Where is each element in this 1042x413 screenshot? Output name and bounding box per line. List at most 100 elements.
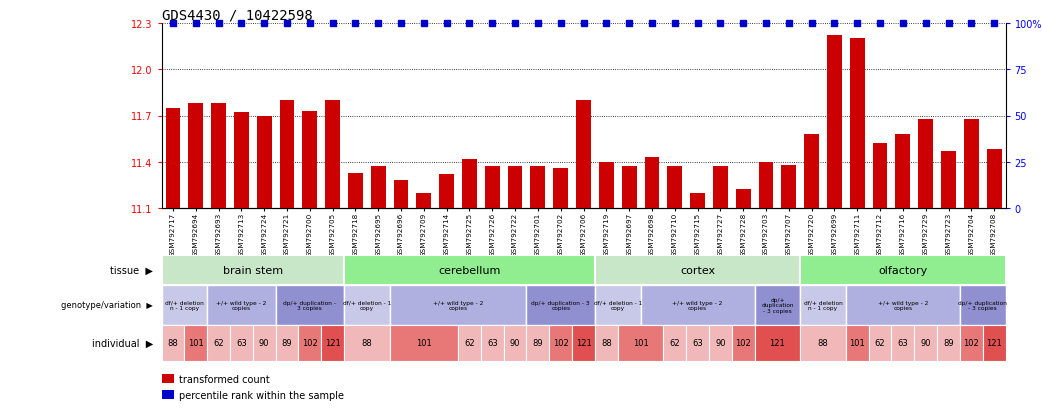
Text: 121: 121 <box>325 339 341 348</box>
Bar <box>850 39 865 209</box>
Bar <box>480 325 503 361</box>
Text: 88: 88 <box>362 339 372 348</box>
Bar <box>960 285 1006 325</box>
Bar <box>937 325 960 361</box>
Bar <box>713 167 727 209</box>
Text: dp/+ duplication - 3
copies: dp/+ duplication - 3 copies <box>531 300 590 311</box>
Text: 121: 121 <box>986 339 1002 348</box>
Text: 121: 121 <box>575 339 592 348</box>
Text: 63: 63 <box>235 339 247 348</box>
Bar <box>325 101 340 209</box>
Bar <box>279 101 295 209</box>
Text: olfactory: olfactory <box>878 266 927 275</box>
Bar <box>736 190 750 209</box>
Bar <box>166 109 180 209</box>
Text: dp/+ duplication
- 3 copies: dp/+ duplication - 3 copies <box>959 300 1008 311</box>
Bar <box>641 285 754 325</box>
Bar <box>275 285 344 325</box>
Bar <box>576 101 591 209</box>
Bar <box>189 104 203 209</box>
Text: 102: 102 <box>736 339 751 348</box>
Text: 89: 89 <box>281 339 293 348</box>
Bar <box>987 150 1001 209</box>
Text: 89: 89 <box>532 339 543 348</box>
Bar <box>371 167 386 209</box>
Bar <box>321 325 344 361</box>
Bar <box>553 169 568 209</box>
Text: GDS4430 / 10422598: GDS4430 / 10422598 <box>162 9 313 23</box>
Text: df/+ deletion
n - 1 copy: df/+ deletion n - 1 copy <box>165 300 203 311</box>
Text: 102: 102 <box>964 339 979 348</box>
Text: cerebellum: cerebellum <box>439 266 500 275</box>
Text: dp/+
duplication
- 3 copies: dp/+ duplication - 3 copies <box>761 297 794 313</box>
Bar <box>599 162 614 209</box>
Text: 101: 101 <box>416 339 431 348</box>
Bar <box>754 285 800 325</box>
Bar <box>664 325 687 361</box>
Text: 63: 63 <box>692 339 703 348</box>
Text: +/+ wild type - 2
copies: +/+ wild type - 2 copies <box>432 300 483 311</box>
Text: df/+ deletion - 1
copy: df/+ deletion - 1 copy <box>343 300 391 311</box>
Bar <box>162 325 184 361</box>
Bar <box>485 167 500 209</box>
Bar <box>622 167 637 209</box>
Text: brain stem: brain stem <box>223 266 282 275</box>
Bar <box>390 325 458 361</box>
Bar <box>162 255 344 285</box>
Bar <box>390 285 526 325</box>
Bar <box>394 181 408 209</box>
Bar <box>507 167 522 209</box>
Bar <box>595 255 800 285</box>
Bar <box>827 36 842 209</box>
Bar <box>440 175 454 209</box>
Bar <box>530 167 545 209</box>
Text: 88: 88 <box>601 339 612 348</box>
Bar <box>212 104 226 209</box>
Text: 101: 101 <box>849 339 865 348</box>
Text: 62: 62 <box>464 339 475 348</box>
Bar <box>526 325 549 361</box>
Text: 62: 62 <box>669 339 680 348</box>
Text: df/+ deletion
n - 1 copy: df/+ deletion n - 1 copy <box>803 300 842 311</box>
Text: genotype/variation  ▶: genotype/variation ▶ <box>61 301 153 310</box>
Bar <box>895 135 911 209</box>
Bar <box>667 167 683 209</box>
Bar <box>618 325 664 361</box>
Text: transformed count: transformed count <box>179 374 270 384</box>
Text: percentile rank within the sample: percentile rank within the sample <box>179 390 344 400</box>
Bar <box>275 325 298 361</box>
Text: 102: 102 <box>553 339 569 348</box>
Bar <box>344 325 390 361</box>
Text: 101: 101 <box>188 339 203 348</box>
Bar <box>800 285 846 325</box>
Bar <box>503 325 526 361</box>
Bar <box>941 152 956 209</box>
Text: 90: 90 <box>715 339 725 348</box>
Bar <box>526 285 595 325</box>
Bar <box>184 325 207 361</box>
Bar <box>230 325 253 361</box>
Bar <box>207 325 230 361</box>
Text: df/+ deletion - 1
copy: df/+ deletion - 1 copy <box>594 300 642 311</box>
Text: 63: 63 <box>897 339 909 348</box>
Text: 63: 63 <box>487 339 498 348</box>
Bar <box>645 158 660 209</box>
Bar <box>892 325 914 361</box>
Bar <box>344 285 390 325</box>
Bar <box>804 135 819 209</box>
Bar <box>731 325 754 361</box>
Text: 101: 101 <box>632 339 648 348</box>
Bar <box>298 325 321 361</box>
Bar <box>869 325 892 361</box>
Bar <box>253 325 275 361</box>
Bar <box>687 325 709 361</box>
Bar <box>914 325 937 361</box>
Text: 90: 90 <box>920 339 931 348</box>
Bar <box>256 116 272 209</box>
Text: individual  ▶: individual ▶ <box>92 338 153 348</box>
Bar <box>595 325 618 361</box>
Bar <box>234 113 249 209</box>
Bar <box>960 325 983 361</box>
Text: dp/+ duplication -
3 copies: dp/+ duplication - 3 copies <box>283 300 337 311</box>
Bar <box>690 193 705 209</box>
